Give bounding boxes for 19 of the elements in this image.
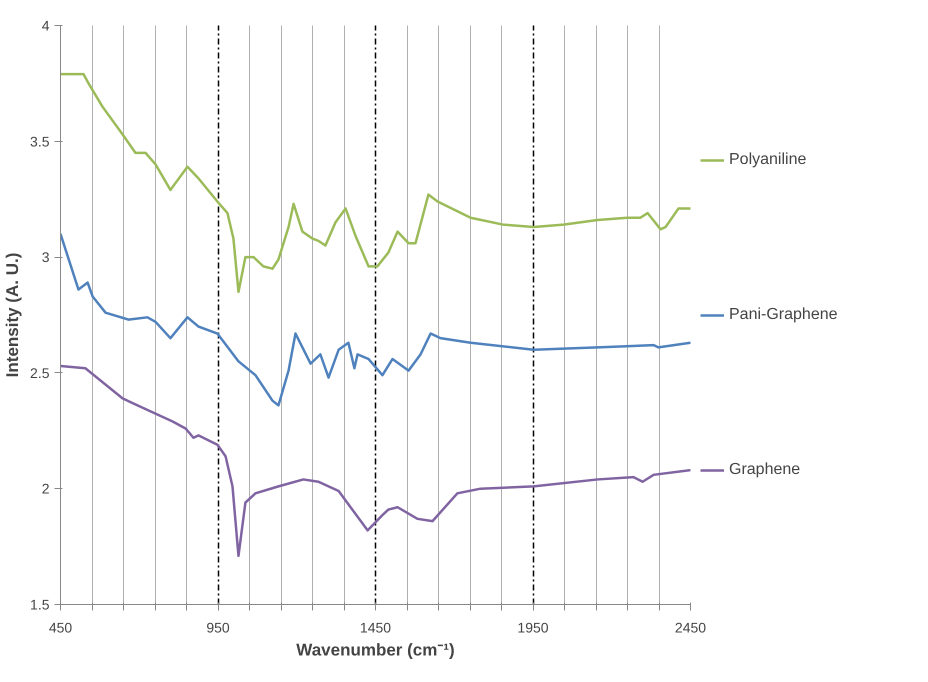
legend-label: Polyaniline: [729, 150, 806, 168]
y-axis-title: Intensity (A. U.): [3, 252, 22, 378]
x-tick-label: 1450: [360, 620, 392, 636]
y-tick-label: 3.5: [30, 133, 50, 150]
legend-label: Pani-Graphene: [729, 306, 838, 324]
line-series: [60, 232, 690, 407]
x-tick-label: 1950: [517, 620, 549, 636]
line-series: [60, 72, 690, 294]
y-tick-label: 2.5: [30, 364, 50, 381]
x-tick-label: 450: [48, 620, 72, 636]
y-tick-label: 3: [42, 249, 50, 266]
x-tick-label: 2450: [674, 620, 706, 636]
legend-label: Graphene: [729, 460, 800, 478]
line-series: [60, 364, 690, 558]
x-axis-title: Wavenumber (cm⁻¹): [296, 640, 455, 660]
y-tick-label: 2: [42, 480, 50, 497]
y-tick-label: 1.5: [30, 596, 50, 612]
x-tick-label: 950: [206, 620, 230, 636]
y-tick-label: 4: [42, 18, 50, 34]
